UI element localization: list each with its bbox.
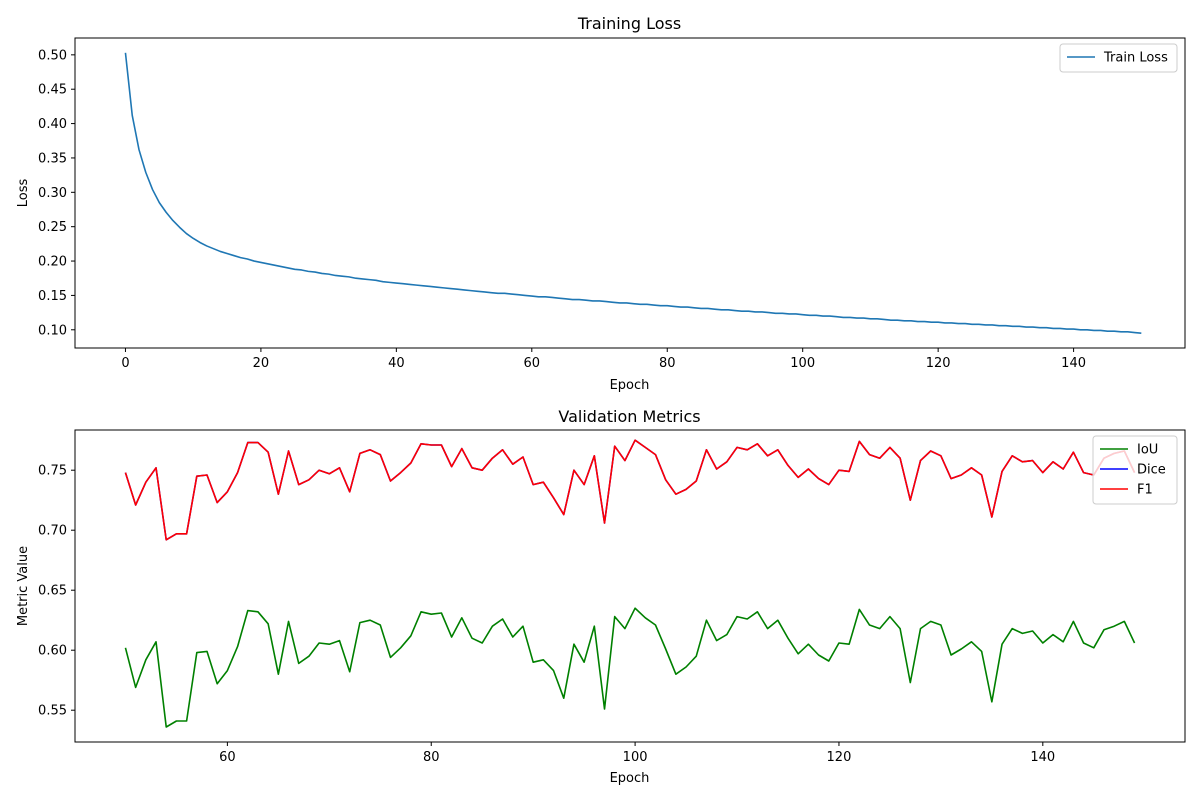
y-tick-label: 0.65 <box>38 584 67 599</box>
plot-area <box>124 439 1136 728</box>
y-axis-label: Loss <box>16 179 31 208</box>
x-tick-label: 140 <box>1061 356 1086 371</box>
x-axis-ticks: 60 80 100 120 140 <box>219 742 1055 765</box>
axes-frame <box>74 429 1186 743</box>
legend-box <box>1092 435 1178 505</box>
x-tick-label: 120 <box>827 750 852 765</box>
legend: Train Loss <box>1059 43 1178 73</box>
y-axis-ticks: 0.55 0.60 0.65 0.70 0.75 <box>38 464 75 719</box>
plot-area <box>124 52 1142 335</box>
y-tick-label: 0.55 <box>38 704 67 719</box>
y-tick-label: 0.60 <box>38 644 67 659</box>
axes-frame <box>74 37 1186 349</box>
y-axis-ticks: 0.10 0.15 0.20 0.25 0.30 0.35 0.40 0.45 0.50 <box>38 48 75 338</box>
legend-label: Train Loss <box>1103 51 1168 66</box>
x-axis-label: Epoch <box>610 378 650 393</box>
legend-box <box>1059 43 1178 73</box>
y-tick-label: 0.50 <box>38 48 67 63</box>
legend-label: Dice <box>1137 463 1166 478</box>
training-loss-chart: Training Loss 0 20 40 60 80 100 120 140 0.100.1… <box>16 14 1186 393</box>
x-tick-label: 60 <box>219 750 236 765</box>
series-line-f1 <box>124 439 1136 541</box>
x-tick-label: 140 <box>1030 750 1055 765</box>
y-axis-label: Metric Value <box>16 546 31 626</box>
x-tick-label: 80 <box>659 356 676 371</box>
x-tick-label: 0 <box>121 356 129 371</box>
x-tick-label: 120 <box>926 356 951 371</box>
legend-label: F1 <box>1137 483 1153 498</box>
y-tick-label: 0.40 <box>38 117 67 132</box>
legend: IoU Dice F1 <box>1092 435 1178 505</box>
x-tick-label: 40 <box>388 356 405 371</box>
validation-metrics-chart: Validation Metrics 60 80 100 120 140 0.55 0.6… <box>16 407 1186 786</box>
chart-title: Validation Metrics <box>558 407 700 426</box>
x-tick-label: 20 <box>253 356 270 371</box>
x-tick-label: 80 <box>423 750 440 765</box>
y-tick-label: 0.20 <box>38 255 67 270</box>
y-tick-label: 0.10 <box>38 323 67 338</box>
chart-title: Training Loss <box>577 14 681 33</box>
x-axis-ticks: 0 20 40 60 80 100 120 140 <box>121 348 1086 371</box>
y-tick-label: 0.70 <box>38 524 67 539</box>
x-tick-label: 100 <box>790 356 815 371</box>
series-line-iou <box>124 607 1136 728</box>
x-tick-label: 100 <box>623 750 648 765</box>
y-tick-label: 0.30 <box>38 186 67 201</box>
y-tick-label: 0.45 <box>38 83 67 98</box>
y-tick-label: 0.15 <box>38 289 67 304</box>
y-tick-label: 0.25 <box>38 220 67 235</box>
series-line-train-loss <box>124 52 1142 335</box>
y-tick-label: 0.75 <box>38 464 67 479</box>
y-tick-label: 0.35 <box>38 151 67 166</box>
legend-label: IoU <box>1137 443 1158 458</box>
x-tick-label: 60 <box>524 356 541 371</box>
x-axis-label: Epoch <box>610 771 650 786</box>
